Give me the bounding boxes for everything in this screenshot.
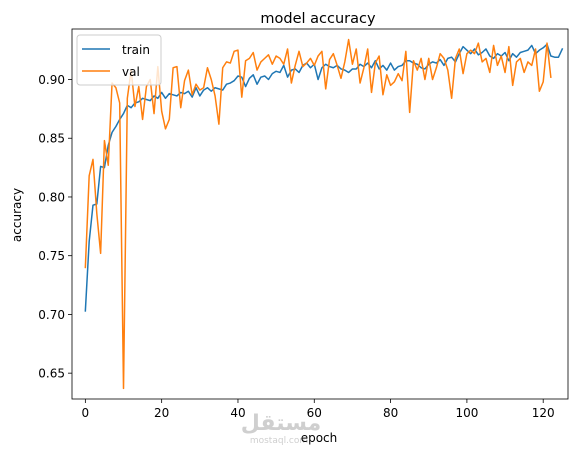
series-layer	[84, 38, 564, 390]
chart-title: model accuracy	[260, 11, 376, 27]
x-tick-label: 60	[307, 406, 322, 420]
x-tick-label: 20	[154, 406, 169, 420]
plot-frame	[71, 28, 569, 400]
y-axis-label: accuracy	[10, 188, 24, 242]
legend-box	[76, 34, 162, 86]
y-axis-ticks: 0.65 0.70 0.75 0.80 0.85 0.90	[38, 73, 72, 381]
y-tick-label: 0.65	[38, 367, 65, 381]
x-tick-label: 0	[82, 406, 90, 420]
mostaql-watermark: مستقل mostaql.com	[241, 411, 321, 446]
x-axis-ticks: 0 20 40 60 80 100 120	[82, 399, 555, 420]
y-tick-label: 0.90	[38, 73, 65, 87]
x-tick-label: 80	[383, 406, 398, 420]
legend-label-train: train	[122, 43, 150, 57]
x-tick-label: 100	[455, 406, 478, 420]
watermark-latin: mostaql.com	[250, 436, 308, 446]
x-axis-label: epoch	[301, 431, 338, 445]
y-tick-label: 0.70	[38, 308, 65, 322]
x-tick-label: 40	[230, 406, 245, 420]
legend-label-val: val	[122, 65, 140, 79]
legend: train val	[76, 34, 162, 86]
series-line-val	[84, 38, 552, 390]
y-tick-label: 0.80	[38, 190, 65, 204]
x-tick-label: 120	[532, 406, 555, 420]
y-tick-label: 0.85	[38, 132, 65, 146]
watermark-arabic: مستقل	[241, 411, 321, 436]
y-tick-label: 0.75	[38, 249, 65, 263]
